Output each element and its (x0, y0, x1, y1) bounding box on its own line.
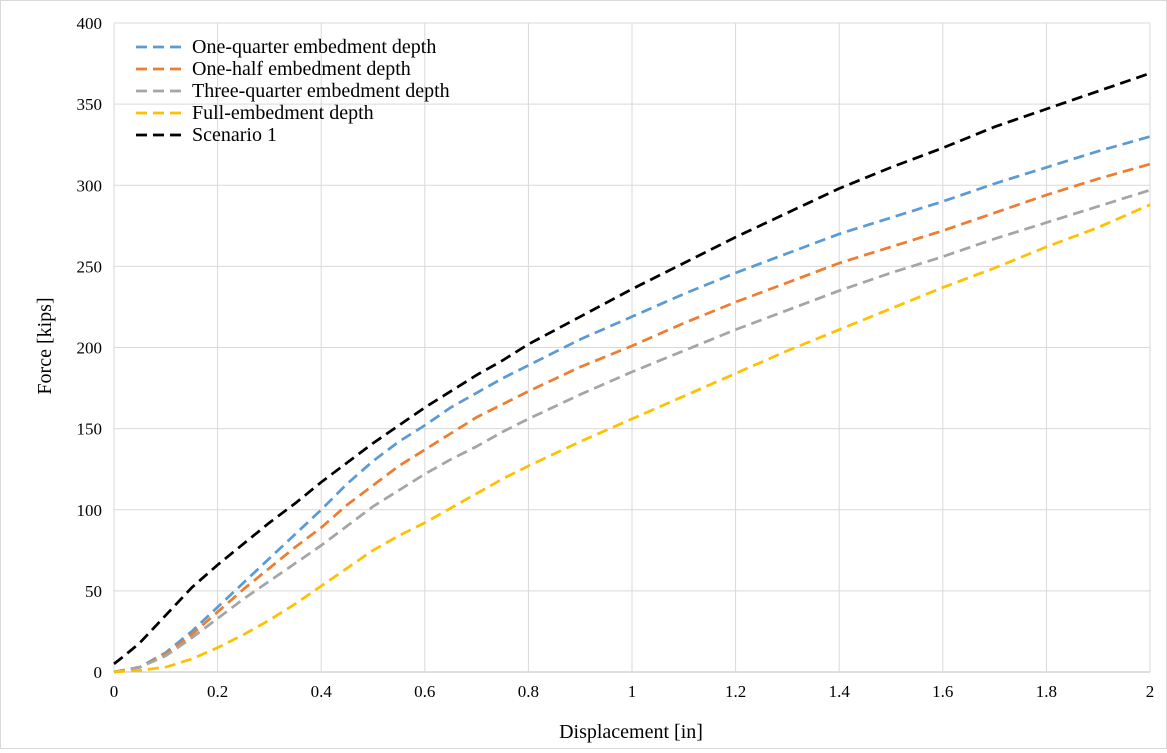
x-tick-label: 1.6 (932, 682, 953, 701)
x-axis-title: Displacement [in] (559, 721, 703, 743)
series-line-scenario-1 (113, 71, 1151, 665)
y-tick-label: 250 (77, 257, 103, 276)
y-tick-label: 100 (77, 501, 103, 520)
x-tick-label: 1 (628, 682, 637, 701)
x-tick-label: 2 (1146, 682, 1155, 701)
gridlines (113, 22, 1151, 673)
series-line-three-quarter-embedment-depth (113, 188, 1151, 674)
legend-label-scenario-1: Scenario 1 (192, 124, 277, 146)
series-line-one-quarter-embedment-depth (113, 135, 1151, 674)
legend-label-one-half-embedment-depth: One-half embedment depth (192, 58, 411, 80)
legend-label-one-quarter-embedment-depth: One-quarter embedment depth (192, 36, 436, 58)
x-tick-label: 1.8 (1036, 682, 1057, 701)
series-line-full-embedment-depth (113, 203, 1151, 674)
y-tick-label: 350 (77, 95, 103, 114)
y-tick-label: 200 (77, 339, 103, 358)
y-tick-label: 0 (94, 663, 103, 682)
y-tick-label: 50 (85, 582, 102, 601)
data-series (113, 71, 1151, 674)
x-tick-label: 1.2 (725, 682, 746, 701)
axes: 0 50 100 150 200 250 300 350 400 0 0.2 0.4 0.6 0.8 1 1.… (77, 14, 1155, 701)
y-axis-title: Force [kips] (34, 297, 56, 394)
x-tick-label: 0 (110, 682, 119, 701)
series-line-one-half-embedment-depth (113, 162, 1151, 674)
x-tick-label: 0.2 (207, 682, 228, 701)
x-tick-label: 0.8 (518, 682, 539, 701)
x-tick-label: 1.4 (829, 682, 851, 701)
y-tick-label: 400 (77, 14, 103, 33)
y-tick-label: 300 (77, 176, 103, 195)
legend-label-full-embedment-depth: Full-embedment depth (192, 102, 374, 124)
x-tick-label: 0.6 (414, 682, 435, 701)
y-tick-label: 150 (77, 420, 103, 439)
legend-label-three-quarter-embedment-depth: Three-quarter embedment depth (192, 80, 450, 102)
x-tick-label: 0.4 (311, 682, 333, 701)
